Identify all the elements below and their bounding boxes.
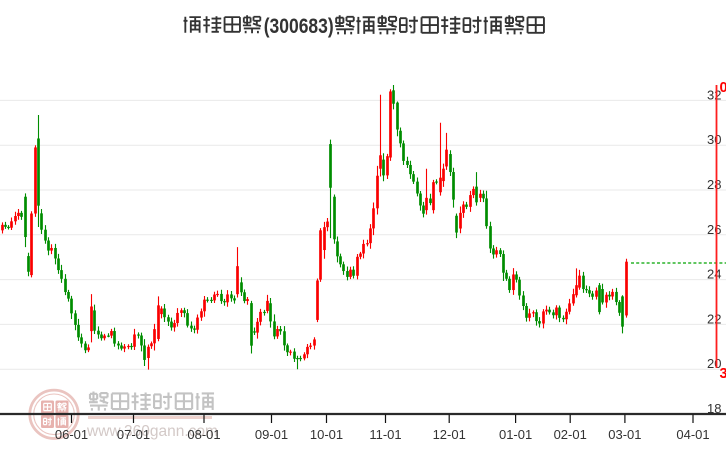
svg-text:03-01: 03-01: [608, 427, 641, 442]
svg-text:18: 18: [707, 401, 721, 416]
svg-text:09-01: 09-01: [255, 427, 288, 442]
svg-text:01-01: 01-01: [499, 427, 532, 442]
svg-text:0: 0: [720, 80, 726, 96]
svg-text:22: 22: [707, 311, 721, 326]
svg-text:3: 3: [720, 366, 726, 382]
svg-text:12-01: 12-01: [433, 427, 466, 442]
svg-text:02-01: 02-01: [554, 427, 587, 442]
svg-text:11-01: 11-01: [369, 427, 401, 442]
svg-text:26: 26: [707, 222, 721, 237]
svg-text:08-01: 08-01: [187, 427, 220, 442]
svg-text:07-01: 07-01: [117, 427, 150, 442]
svg-text:10-01: 10-01: [310, 427, 343, 442]
svg-text:28: 28: [707, 177, 721, 192]
svg-text:06-01: 06-01: [55, 427, 88, 442]
svg-text:24: 24: [707, 267, 721, 282]
svg-text:30: 30: [707, 132, 721, 147]
svg-text:04-01: 04-01: [676, 427, 709, 442]
svg-text:(300683): (300683): [264, 15, 334, 38]
